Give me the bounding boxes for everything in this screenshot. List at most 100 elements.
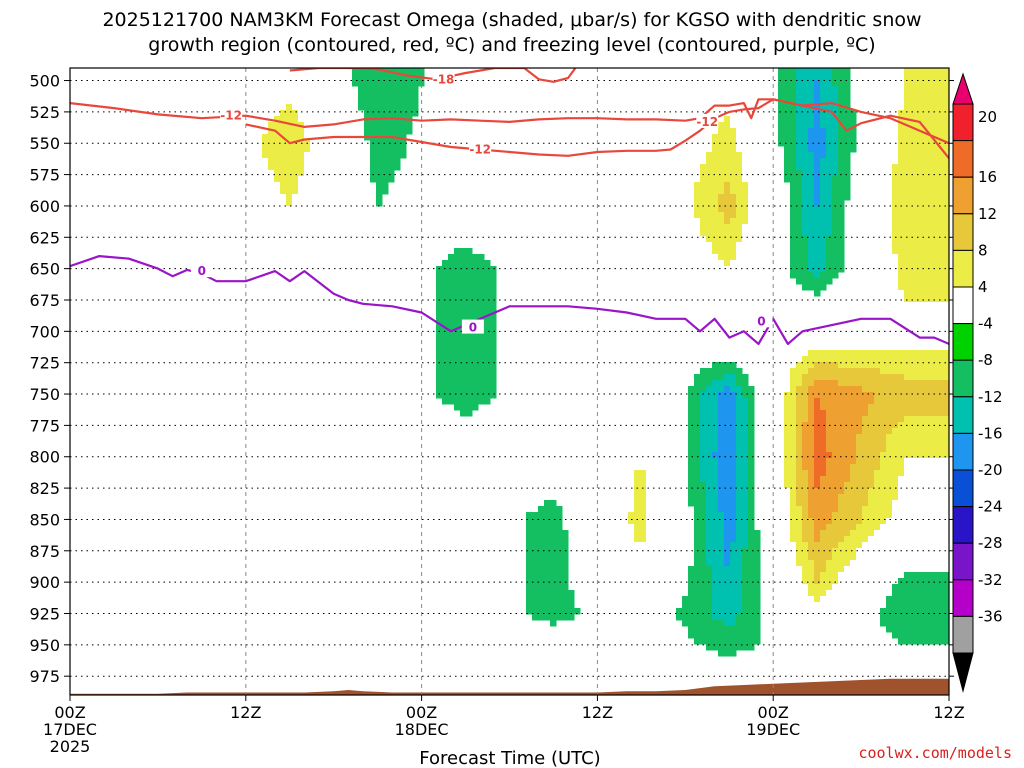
omega-cell	[622, 482, 629, 489]
omega-cell	[730, 512, 737, 519]
omega-cell	[904, 386, 911, 393]
omega-cell	[460, 254, 467, 261]
omega-cell	[742, 134, 749, 141]
omega-cell	[742, 302, 749, 309]
omega-cell	[454, 392, 461, 399]
omega-cell	[826, 218, 833, 225]
omega-cell	[724, 200, 731, 207]
omega-cell	[634, 416, 641, 423]
omega-cell	[880, 284, 887, 291]
omega-cell	[700, 374, 707, 381]
omega-cell	[742, 494, 749, 501]
omega-cell	[892, 326, 899, 333]
omega-cell	[790, 218, 797, 225]
omega-cell	[310, 104, 317, 111]
omega-cell	[724, 92, 731, 99]
y-axis-ticks: 5005255505756006256506757007257507758008…	[29, 72, 954, 686]
omega-cell	[700, 500, 707, 507]
omega-cell	[910, 518, 917, 525]
omega-cell	[844, 140, 851, 147]
x-tick-year-label: 2025	[50, 737, 91, 756]
omega-cell	[454, 284, 461, 291]
omega-cell	[298, 200, 305, 207]
colorbar-label: 12	[978, 205, 997, 223]
omega-cell	[292, 236, 299, 243]
omega-cell	[736, 494, 743, 501]
omega-cell	[448, 362, 455, 369]
omega-cell	[274, 242, 281, 249]
omega-cell	[904, 362, 911, 369]
omega-cell	[790, 236, 797, 243]
omega-cell	[814, 230, 821, 237]
omega-cell	[922, 68, 929, 75]
omega-cell	[934, 428, 941, 435]
omega-cell	[934, 266, 941, 273]
omega-cell	[670, 212, 677, 219]
omega-cell	[268, 242, 275, 249]
omega-cell	[388, 74, 395, 81]
omega-cell	[874, 362, 881, 369]
omega-cell	[778, 104, 785, 111]
omega-cell	[532, 602, 539, 609]
omega-cell	[556, 590, 563, 597]
omega-cell	[736, 80, 743, 87]
omega-cell	[724, 374, 731, 381]
omega-cell	[736, 248, 743, 255]
omega-cell	[922, 218, 929, 225]
omega-cell	[910, 614, 917, 621]
omega-cell	[736, 68, 743, 75]
omega-cell	[790, 524, 797, 531]
omega-cell	[268, 200, 275, 207]
omega-cell	[388, 92, 395, 99]
omega-cell	[712, 566, 719, 573]
omega-cell	[838, 230, 845, 237]
omega-cell	[874, 374, 881, 381]
omega-cell	[676, 152, 683, 159]
omega-cell	[652, 506, 659, 513]
omega-cell	[940, 254, 947, 261]
omega-cell	[904, 302, 911, 309]
omega-cell	[754, 632, 761, 639]
omega-cell	[892, 632, 899, 639]
omega-cell	[832, 440, 839, 447]
omega-cell	[268, 248, 275, 255]
omega-cell	[814, 614, 821, 621]
omega-cell	[490, 320, 497, 327]
omega-cell	[802, 74, 809, 81]
omega-cell	[940, 74, 947, 81]
omega-cell	[808, 380, 815, 387]
omega-cell	[250, 182, 257, 189]
omega-cell	[778, 110, 785, 117]
omega-cell	[790, 266, 797, 273]
omega-cell	[940, 302, 947, 309]
omega-cell	[838, 236, 845, 243]
omega-cell	[928, 86, 935, 93]
omega-cell	[754, 602, 761, 609]
omega-cell	[808, 404, 815, 411]
omega-cell	[796, 476, 803, 483]
omega-cell	[274, 68, 281, 75]
omega-cell	[730, 410, 737, 417]
omega-cell	[790, 470, 797, 477]
omega-cell	[814, 362, 821, 369]
omega-cell	[928, 620, 935, 627]
omega-cell	[838, 134, 845, 141]
omega-cell	[886, 500, 893, 507]
omega-cell	[892, 98, 899, 105]
omega-cell	[478, 368, 485, 375]
omega-cell	[790, 80, 797, 87]
omega-cell	[856, 344, 863, 351]
omega-cell	[700, 554, 707, 561]
omega-cell	[724, 602, 731, 609]
omega-cell	[856, 338, 863, 345]
omega-cell	[280, 68, 287, 75]
omega-cell	[904, 110, 911, 117]
omega-cell	[946, 368, 949, 375]
omega-cell	[748, 392, 755, 399]
omega-cell	[892, 266, 899, 273]
omega-cell	[796, 92, 803, 99]
omega-cell	[946, 110, 949, 117]
contour-label-minus12-b-bg	[469, 141, 492, 156]
omega-cell	[844, 344, 851, 351]
omega-cell	[484, 284, 491, 291]
